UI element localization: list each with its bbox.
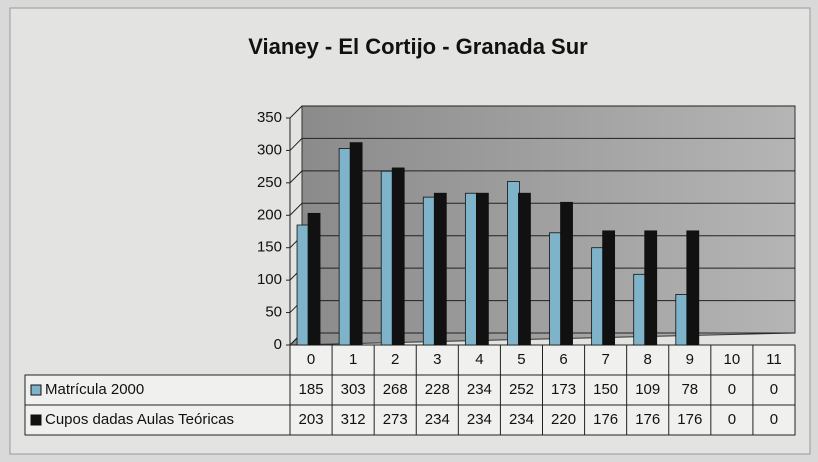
bar [475,192,489,346]
data-table-value: 234 [467,381,492,398]
bar [518,192,531,346]
data-table-value: 173 [551,381,576,398]
y-tick-label: 150 [257,239,282,256]
x-tick-label: 3 [433,351,441,368]
grid-line [289,170,795,184]
plot-wall [288,105,796,346]
bar [602,230,616,346]
y-tick-label: 100 [257,271,282,288]
bar [391,167,405,346]
data-table-value: 268 [383,381,408,398]
x-tick-label: 9 [686,351,694,368]
bar [338,148,352,346]
bar [686,230,700,346]
data-table-value: 109 [635,381,660,398]
bar [296,224,310,346]
data-table-value: 176 [677,411,702,428]
data-table-value: 234 [425,411,450,428]
legend-swatch [30,384,42,396]
grid-line [289,137,795,151]
data-table-value: 234 [467,411,492,428]
grid-line [289,202,795,216]
data-table-value: 234 [509,411,534,428]
y-tick-label: 250 [257,174,282,191]
bar [549,232,562,346]
bar [433,192,447,346]
x-tick-label: 4 [475,351,483,368]
bar [380,170,394,346]
x-tick-label: 1 [349,351,357,368]
data-table-value: 0 [770,411,778,428]
data-table-value: 312 [341,411,366,428]
legend-label: Cupos dadas Aulas Teóricas [45,411,234,428]
bar [633,273,647,346]
y-tick-label: 50 [265,304,282,321]
data-table-value: 176 [593,411,618,428]
bar [307,212,321,346]
x-tick-label: 11 [766,351,782,368]
bar [507,181,520,346]
data-table-value: 228 [425,381,450,398]
data-table-value: 203 [299,411,324,428]
x-tick-label: 2 [391,351,399,368]
data-table-value: 303 [341,381,366,398]
data-table-value: 273 [383,411,408,428]
bar [560,201,573,346]
bar [464,192,478,346]
data-table-value: 252 [509,381,534,398]
data-table-value: 0 [728,411,736,428]
data-table-value: 176 [635,411,660,428]
y-tick-label: 350 [257,109,282,126]
legend-swatch [30,414,42,426]
chart-title: Vianey - El Cortijo - Granada Sur [248,34,588,59]
legend-label: Matrícula 2000 [45,381,144,398]
data-table-value: 220 [551,411,576,428]
x-tick-label: 5 [517,351,525,368]
grid-line [289,105,795,119]
bar [591,247,605,346]
data-table-value: 185 [299,381,324,398]
y-tick-label: 300 [257,141,282,158]
data-table-value: 0 [728,381,736,398]
data-table-value: 0 [770,381,778,398]
y-tick-label: 200 [257,206,282,223]
bar [644,230,658,346]
x-tick-label: 7 [601,351,609,368]
data-table-value: 78 [681,381,698,398]
x-tick-label: 0 [307,351,315,368]
bar [422,196,436,346]
x-tick-label: 8 [644,351,652,368]
bar [675,294,689,346]
x-tick-label: 6 [559,351,567,368]
bar [349,142,363,346]
y-tick-label: 0 [274,336,282,353]
x-tick-label: 10 [724,351,741,368]
data-table-value: 150 [593,381,618,398]
